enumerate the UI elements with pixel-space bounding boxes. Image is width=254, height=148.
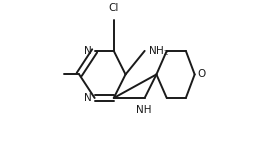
Text: NH$_2$: NH$_2$ — [148, 44, 169, 58]
Text: Cl: Cl — [108, 3, 119, 13]
Text: O: O — [197, 69, 205, 79]
Text: N: N — [84, 93, 92, 103]
Text: NH: NH — [136, 105, 152, 115]
Text: N: N — [84, 46, 92, 56]
